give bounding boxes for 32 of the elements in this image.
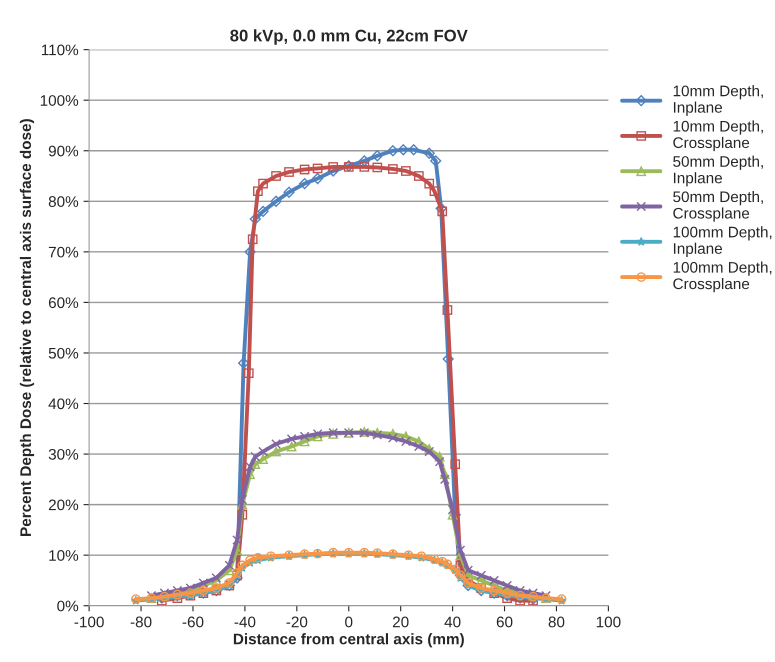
y-tick-label: 60% (48, 297, 78, 308)
y-tick-label: 30% (48, 448, 78, 460)
y-tick-label: 0% (57, 600, 78, 612)
y-tick-label: 10% (49, 550, 78, 561)
x-tick-label: 40 (444, 616, 460, 628)
x-tick-label: -80 (130, 616, 152, 628)
x-tick-label: -60 (182, 616, 204, 628)
legend-label: 100mm Depth, Crossplane (673, 262, 772, 292)
legend-label: 100mm Depth, Inplane (674, 226, 772, 257)
x-axis-title: Distance from central axis (mm) (234, 633, 464, 648)
x-tick-label: 60 (496, 616, 512, 628)
y-tick-label: 50% (48, 348, 78, 359)
y-tick-label: 90% (48, 146, 78, 156)
x-tick-label: -20 (286, 616, 308, 628)
legend-label: 10mm Depth, Crossplane (673, 120, 763, 152)
y-tick-label: 20% (48, 499, 78, 510)
x-tick-label: -40 (234, 616, 256, 628)
chart-title: 80 kVp, 0.0 mm Cu, 22cm FOV (230, 29, 468, 45)
legend-label: 50mm Depth, Crossplane (673, 190, 763, 222)
legend-label: 50mm Depth, Inplane (673, 156, 763, 186)
x-tick-label: 0 (345, 616, 352, 628)
x-tick-label: 80 (548, 616, 564, 628)
y-tick-label: 80% (48, 196, 78, 207)
x-tick-label: 100 (596, 616, 621, 628)
y-tick-label: 70% (48, 246, 78, 258)
x-tick-label: 20 (392, 616, 409, 628)
y-tick-label: 110% (42, 44, 78, 56)
y-tick-label: 40% (48, 398, 78, 410)
y-tick-label: 100% (40, 95, 78, 106)
y-axis-title: Percent Depth Dose (relative to central axis surface dose) (20, 119, 34, 536)
x-tick-label: -100 (74, 616, 104, 628)
legend-label: 10mm Depth, Inplane (674, 85, 763, 116)
